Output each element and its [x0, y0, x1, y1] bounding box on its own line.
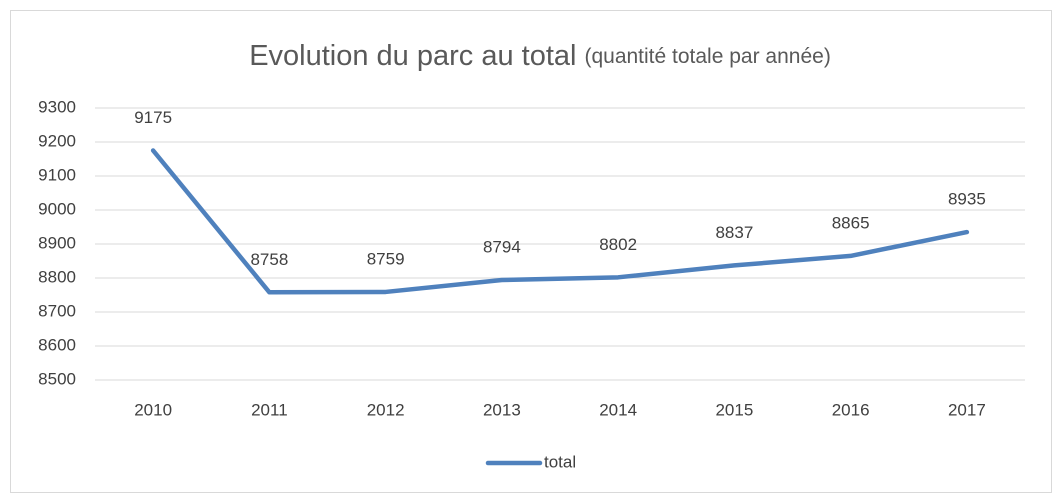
- y-tick-label: 8900: [38, 233, 76, 252]
- series-line: [150, 148, 970, 295]
- y-tick-label: 8800: [38, 267, 76, 286]
- data-label: 8935: [948, 190, 986, 209]
- x-tick-label: 2016: [832, 400, 870, 419]
- x-tick-label: 2017: [948, 400, 986, 419]
- data-label: 8794: [483, 238, 521, 257]
- chart-frame: [10, 10, 1052, 493]
- x-tick-label: 2011: [251, 400, 288, 419]
- y-tick-label: 9000: [38, 199, 76, 218]
- data-label: 8759: [367, 249, 405, 268]
- y-tick-label: 8500: [38, 369, 76, 388]
- title-main: Evolution du parc au total: [249, 40, 576, 72]
- legend-label: total: [544, 452, 576, 471]
- data-label: 8802: [599, 235, 637, 254]
- y-tick-label: 9100: [38, 165, 76, 184]
- x-tick-label: 2013: [483, 400, 521, 419]
- y-tick-label: 9200: [38, 131, 76, 150]
- x-tick-label: 2015: [715, 400, 753, 419]
- y-tick-label: 9300: [38, 97, 76, 116]
- y-tick-label: 8700: [38, 301, 76, 320]
- x-tick-label: 2014: [599, 400, 637, 419]
- data-label: 9175: [134, 108, 172, 127]
- y-tick-label: 8600: [38, 335, 76, 354]
- chart-title: Evolution du parc au total (quantité tota…: [249, 40, 831, 72]
- data-label: 8837: [715, 223, 753, 242]
- x-tick-label: 2012: [367, 400, 405, 419]
- data-label: 8865: [832, 213, 870, 232]
- data-label: 8758: [250, 250, 288, 269]
- title-sub: (quantité totale par année): [584, 45, 830, 68]
- x-tick-label: 2010: [134, 400, 172, 419]
